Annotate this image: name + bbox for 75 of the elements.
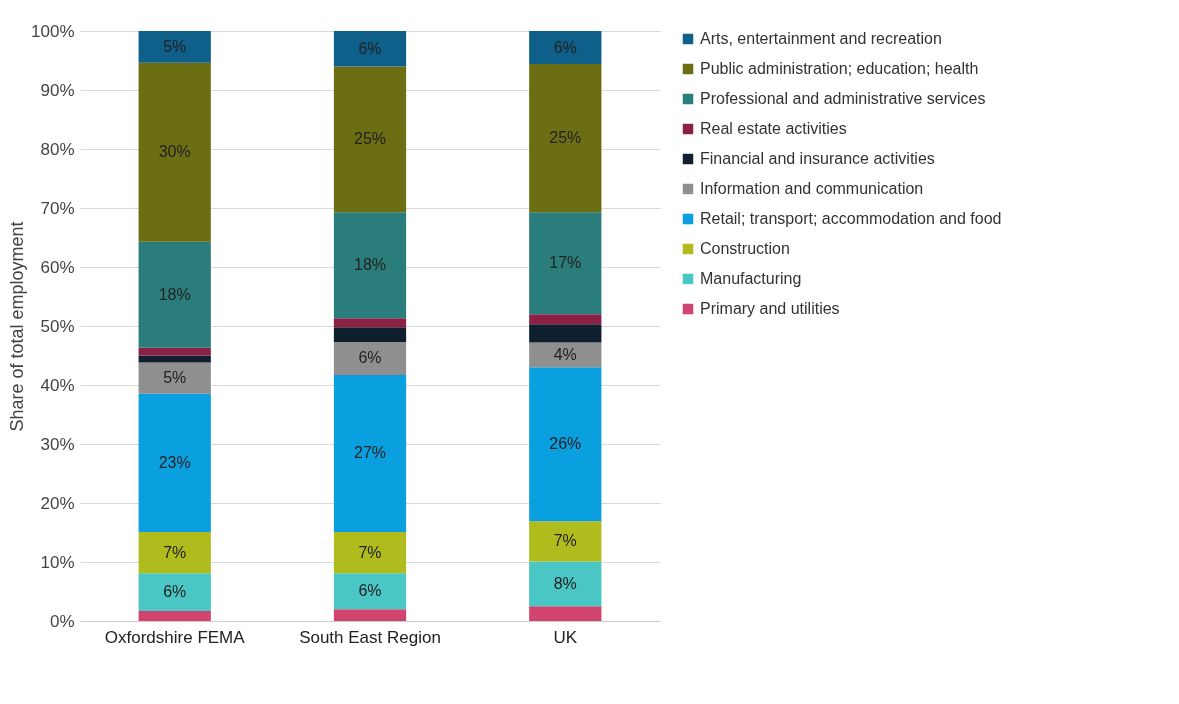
bar [333,327,407,342]
data-label: 6% [358,582,382,600]
data-label: 30% [158,143,191,161]
legend-label: Real estate activities [700,120,847,137]
y-tick-label: 100% [31,21,75,41]
legend-label: Public administration; education; health [700,60,979,77]
data-label: 26% [549,435,582,453]
bar [333,374,407,532]
bar [333,212,407,319]
y-tick-label: 10% [40,552,75,572]
bar [138,31,211,63]
bar [138,347,211,356]
x-tick-label: South East Region [299,627,441,647]
y-tick-label: 90% [40,80,75,100]
data-label: 18% [353,256,387,274]
y-tick-label: 20% [40,493,75,513]
data-label: 8% [553,574,577,592]
legend-label: Manufacturing [700,270,802,287]
bar [529,212,602,315]
bar [138,241,211,348]
bar [333,609,407,621]
bar [529,314,602,325]
bar [138,62,211,242]
bar [529,324,602,343]
legend-label: Construction [700,240,790,257]
data-label: 6% [358,349,382,367]
data-label: 25% [549,129,582,147]
legend-label: Primary and utilities [700,300,840,317]
data-label: 17% [549,254,582,272]
legend-label: Information and communication [700,180,924,197]
bar [138,531,211,574]
x-tick-label: Oxfordshire FEMA [104,627,246,647]
data-label: 25% [353,130,387,148]
bar [529,606,602,621]
bar [138,610,211,621]
data-label: 5% [163,369,187,387]
data-label: 4% [553,345,577,363]
legend-label: Professional and administrative services [700,90,986,107]
bar [333,341,407,375]
bar [529,367,602,522]
legend-label: Arts, entertainment and recreation [700,30,942,47]
bar [333,573,407,610]
bar [529,561,602,607]
bar [333,31,407,67]
bar [529,521,602,562]
data-label: 23% [158,453,191,471]
data-label: 5% [163,37,187,55]
data-label: 6% [553,38,577,56]
bar [529,64,602,213]
y-tick-label: 40% [40,375,75,395]
y-tick-label: 80% [40,139,75,159]
y-tick-label: 30% [40,434,75,454]
bar [138,573,211,611]
data-label: 27% [353,444,387,462]
data-label: 7% [163,543,187,561]
data-label: 6% [358,39,382,57]
y-tick-label: 60% [40,257,75,277]
bar [333,66,407,213]
bar [138,355,211,363]
y-tick-label: 70% [40,198,75,218]
bar [138,362,211,394]
y-axis-title: Share of total employment [7,221,28,432]
x-tick-label: UK [553,627,578,647]
legend-label: Retail; transport; accommodation and food [700,210,1002,227]
y-tick-label: 50% [40,316,75,336]
bar [529,31,602,65]
legend-label: Financial and insurance activities [700,150,935,167]
data-label: 7% [358,543,382,561]
bar [333,318,407,328]
data-label: 18% [158,285,191,303]
y-tick-label: 0% [49,611,75,631]
data-label: 7% [553,532,577,550]
bar [333,531,407,574]
bar [138,393,211,532]
data-label: 6% [163,583,187,601]
